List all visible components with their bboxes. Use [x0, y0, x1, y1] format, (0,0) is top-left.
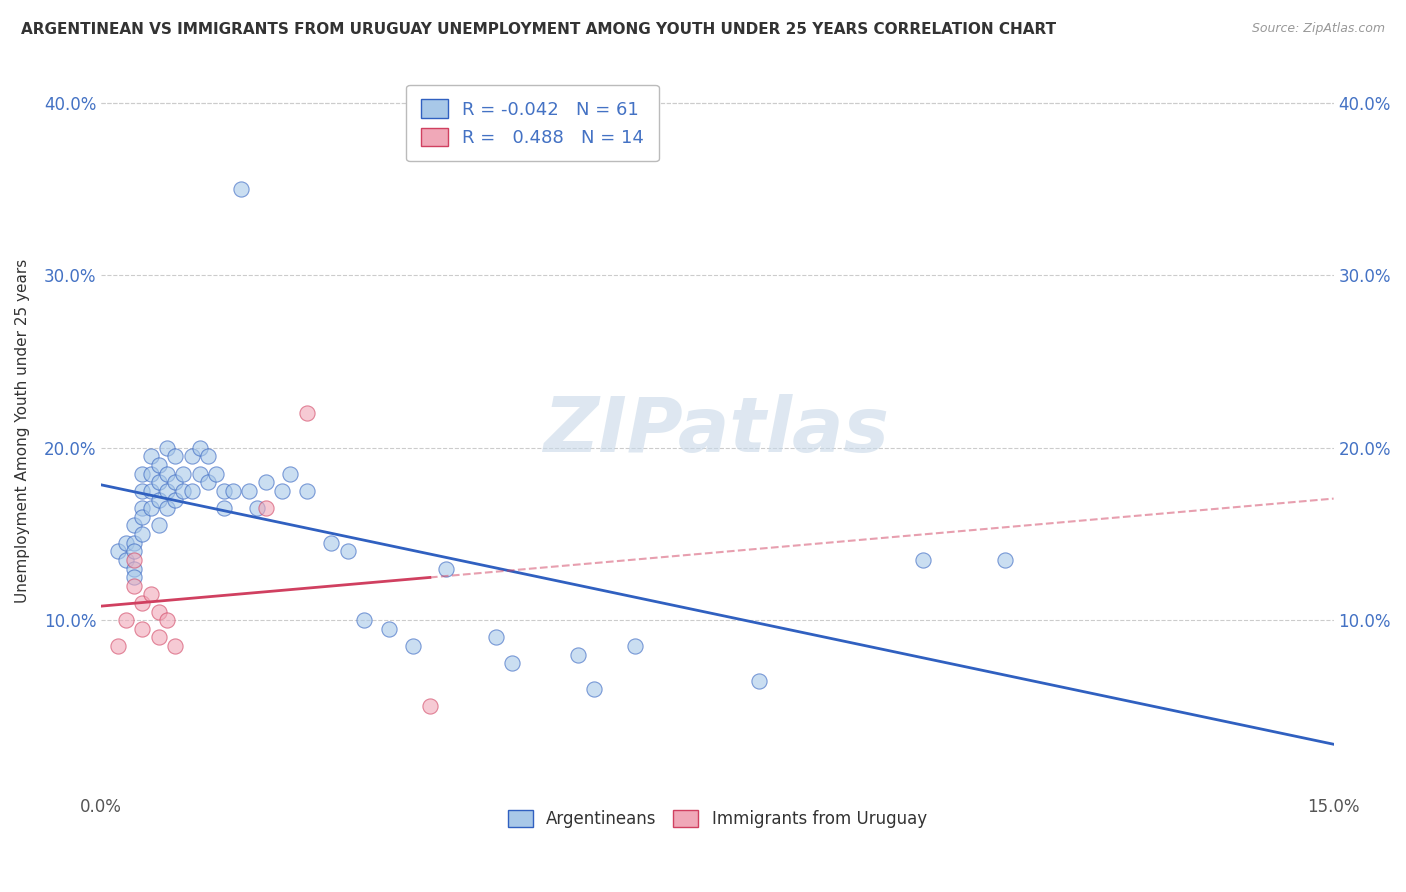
Point	[148, 475, 170, 490]
Point	[295, 483, 318, 498]
Point	[139, 450, 162, 464]
Point	[254, 501, 277, 516]
Point	[122, 544, 145, 558]
Point	[911, 553, 934, 567]
Point	[246, 501, 269, 516]
Point	[131, 622, 153, 636]
Point	[205, 467, 228, 481]
Point	[188, 441, 211, 455]
Point	[402, 639, 425, 653]
Point	[107, 639, 129, 653]
Point	[148, 518, 170, 533]
Point	[122, 535, 145, 549]
Legend: Argentineans, Immigrants from Uruguay: Argentineans, Immigrants from Uruguay	[502, 804, 934, 835]
Point	[139, 483, 162, 498]
Point	[238, 483, 260, 498]
Point	[278, 467, 301, 481]
Y-axis label: Unemployment Among Youth under 25 years: Unemployment Among Youth under 25 years	[15, 259, 30, 603]
Point	[156, 467, 179, 481]
Point	[583, 682, 606, 697]
Point	[148, 631, 170, 645]
Point	[139, 501, 162, 516]
Point	[165, 475, 187, 490]
Point	[271, 483, 294, 498]
Point	[172, 483, 194, 498]
Point	[501, 657, 523, 671]
Point	[156, 613, 179, 627]
Point	[197, 475, 219, 490]
Point	[434, 561, 457, 575]
Text: ARGENTINEAN VS IMMIGRANTS FROM URUGUAY UNEMPLOYMENT AMONG YOUTH UNDER 25 YEARS C: ARGENTINEAN VS IMMIGRANTS FROM URUGUAY U…	[21, 22, 1056, 37]
Point	[148, 492, 170, 507]
Point	[336, 544, 359, 558]
Point	[122, 579, 145, 593]
Point	[254, 475, 277, 490]
Point	[624, 639, 647, 653]
Point	[378, 622, 401, 636]
Point	[122, 553, 145, 567]
Point	[122, 518, 145, 533]
Point	[214, 501, 236, 516]
Point	[148, 605, 170, 619]
Point	[180, 450, 202, 464]
Point	[222, 483, 245, 498]
Point	[122, 561, 145, 575]
Point	[180, 483, 202, 498]
Point	[353, 613, 375, 627]
Point	[115, 535, 138, 549]
Point	[165, 450, 187, 464]
Point	[165, 639, 187, 653]
Point	[131, 467, 153, 481]
Point	[131, 509, 153, 524]
Point	[156, 501, 179, 516]
Point	[188, 467, 211, 481]
Point	[295, 406, 318, 420]
Point	[747, 673, 769, 688]
Point	[197, 450, 219, 464]
Point	[156, 483, 179, 498]
Point	[131, 596, 153, 610]
Point	[419, 699, 441, 714]
Point	[321, 535, 343, 549]
Point	[165, 492, 187, 507]
Point	[484, 631, 506, 645]
Point	[122, 570, 145, 584]
Point	[131, 483, 153, 498]
Point	[229, 182, 252, 196]
Text: ZIPatlas: ZIPatlas	[544, 393, 890, 467]
Point	[131, 527, 153, 541]
Point	[156, 441, 179, 455]
Point	[115, 553, 138, 567]
Point	[115, 613, 138, 627]
Point	[567, 648, 589, 662]
Text: Source: ZipAtlas.com: Source: ZipAtlas.com	[1251, 22, 1385, 36]
Point	[148, 458, 170, 472]
Point	[214, 483, 236, 498]
Point	[139, 467, 162, 481]
Point	[131, 501, 153, 516]
Point	[139, 587, 162, 601]
Point	[107, 544, 129, 558]
Point	[994, 553, 1017, 567]
Point	[172, 467, 194, 481]
